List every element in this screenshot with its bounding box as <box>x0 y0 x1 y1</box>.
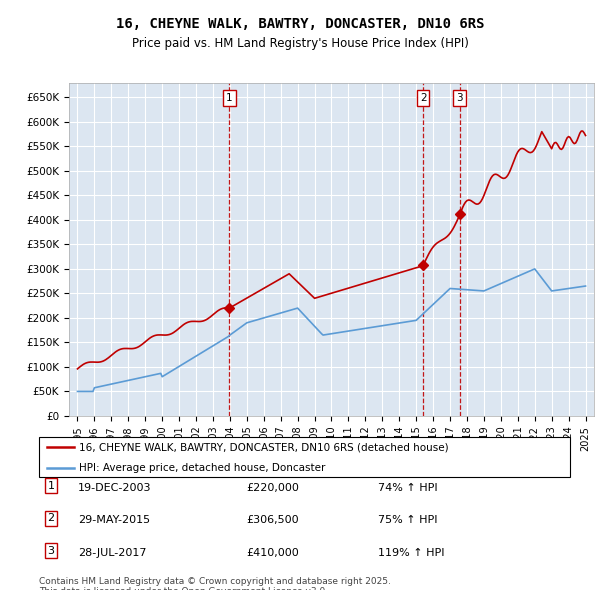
Text: 2: 2 <box>420 93 427 103</box>
Text: 19-DEC-2003: 19-DEC-2003 <box>78 483 151 493</box>
Text: 2: 2 <box>47 513 55 523</box>
Text: 1: 1 <box>47 481 55 491</box>
Text: Price paid vs. HM Land Registry's House Price Index (HPI): Price paid vs. HM Land Registry's House … <box>131 37 469 50</box>
Text: 28-JUL-2017: 28-JUL-2017 <box>78 548 146 558</box>
Text: £410,000: £410,000 <box>246 548 299 558</box>
Text: 16, CHEYNE WALK, BAWTRY, DONCASTER, DN10 6RS (detached house): 16, CHEYNE WALK, BAWTRY, DONCASTER, DN10… <box>79 442 448 453</box>
Text: 74% ↑ HPI: 74% ↑ HPI <box>378 483 437 493</box>
Text: Contains HM Land Registry data © Crown copyright and database right 2025.
This d: Contains HM Land Registry data © Crown c… <box>39 577 391 590</box>
Text: £306,500: £306,500 <box>246 515 299 525</box>
Text: 119% ↑ HPI: 119% ↑ HPI <box>378 548 445 558</box>
Text: HPI: Average price, detached house, Doncaster: HPI: Average price, detached house, Donc… <box>79 463 325 473</box>
Text: £220,000: £220,000 <box>246 483 299 493</box>
Text: 16, CHEYNE WALK, BAWTRY, DONCASTER, DN10 6RS: 16, CHEYNE WALK, BAWTRY, DONCASTER, DN10… <box>116 17 484 31</box>
Text: 1: 1 <box>226 93 233 103</box>
Text: 3: 3 <box>457 93 463 103</box>
Text: 29-MAY-2015: 29-MAY-2015 <box>78 515 150 525</box>
Text: 75% ↑ HPI: 75% ↑ HPI <box>378 515 437 525</box>
Text: 3: 3 <box>47 546 55 556</box>
FancyBboxPatch shape <box>39 437 570 477</box>
